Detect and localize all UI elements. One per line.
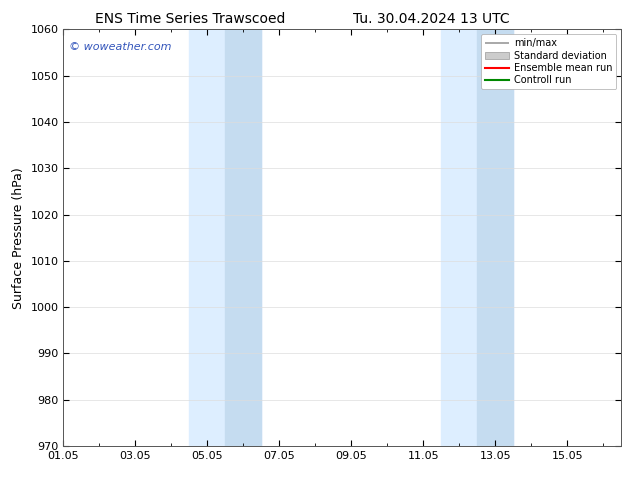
Legend: min/max, Standard deviation, Ensemble mean run, Controll run: min/max, Standard deviation, Ensemble me… [481, 34, 616, 89]
Bar [441, 29, 514, 446]
Text: ENS Time Series Trawscoed: ENS Time Series Trawscoed [95, 12, 285, 26]
Text: Tu. 30.04.2024 13 UTC: Tu. 30.04.2024 13 UTC [353, 12, 510, 26]
Y-axis label: Surface Pressure (hPa): Surface Pressure (hPa) [12, 167, 25, 309]
Bar [225, 29, 261, 446]
Text: © woweather.com: © woweather.com [69, 42, 171, 52]
Bar [190, 29, 261, 446]
Bar [477, 29, 514, 446]
